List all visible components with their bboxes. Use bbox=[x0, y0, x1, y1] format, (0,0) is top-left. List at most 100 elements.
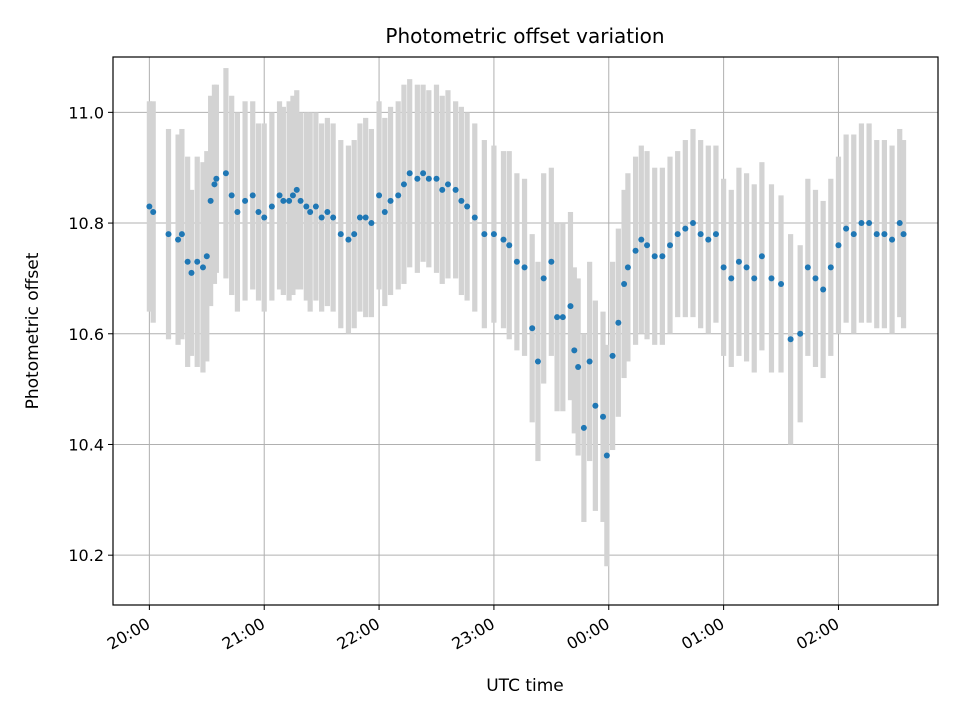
data-point bbox=[674, 231, 681, 238]
data-point bbox=[261, 214, 268, 221]
data-point bbox=[651, 253, 658, 260]
data-point bbox=[249, 192, 256, 199]
data-point bbox=[178, 231, 185, 238]
data-point bbox=[644, 242, 651, 249]
data-point bbox=[228, 192, 235, 199]
data-point bbox=[293, 186, 300, 193]
data-point bbox=[280, 197, 287, 204]
data-point bbox=[506, 242, 513, 249]
y-tick-label: 10.2 bbox=[68, 546, 104, 565]
data-point bbox=[345, 236, 352, 243]
data-point bbox=[406, 170, 413, 177]
data-point bbox=[554, 314, 561, 321]
data-point bbox=[425, 175, 432, 182]
data-point bbox=[242, 197, 249, 204]
data-point bbox=[540, 275, 547, 282]
data-point bbox=[452, 186, 459, 193]
data-point bbox=[387, 197, 394, 204]
data-point bbox=[234, 208, 241, 215]
data-point bbox=[433, 175, 440, 182]
data-point bbox=[689, 220, 696, 227]
data-point bbox=[500, 236, 507, 243]
data-point bbox=[720, 264, 727, 271]
plot-frame bbox=[112, 56, 939, 606]
data-point bbox=[659, 253, 666, 260]
data-point bbox=[213, 175, 220, 182]
data-point bbox=[559, 314, 566, 321]
data-point bbox=[624, 264, 631, 271]
data-point bbox=[896, 220, 903, 227]
data-point bbox=[289, 192, 296, 199]
data-point bbox=[835, 242, 842, 249]
data-point bbox=[548, 258, 555, 265]
data-point bbox=[638, 236, 645, 243]
data-point bbox=[529, 325, 536, 332]
y-tick-label: 10.4 bbox=[68, 435, 104, 454]
data-point bbox=[609, 352, 616, 359]
data-point bbox=[712, 231, 719, 238]
data-points bbox=[146, 170, 907, 459]
data-point bbox=[376, 192, 383, 199]
data-point bbox=[586, 358, 593, 365]
data-point bbox=[866, 220, 873, 227]
data-point bbox=[603, 452, 610, 459]
data-point bbox=[567, 303, 574, 310]
y-tick-label: 11.0 bbox=[68, 103, 104, 122]
data-point bbox=[812, 275, 819, 282]
data-point bbox=[395, 192, 402, 199]
data-point bbox=[471, 214, 478, 221]
data-point bbox=[881, 231, 888, 238]
chart-title: Photometric offset variation bbox=[385, 24, 664, 48]
data-point bbox=[211, 181, 218, 188]
data-point bbox=[827, 264, 834, 271]
data-point bbox=[207, 197, 214, 204]
data-point bbox=[705, 236, 712, 243]
data-point bbox=[307, 208, 314, 215]
data-point bbox=[735, 258, 742, 265]
data-point bbox=[632, 247, 639, 254]
data-point bbox=[276, 192, 283, 199]
data-point bbox=[286, 197, 293, 204]
x-axis-title: UTC time bbox=[486, 676, 564, 696]
data-point bbox=[458, 197, 465, 204]
data-point bbox=[768, 275, 775, 282]
y-tick-label: 10.6 bbox=[68, 325, 104, 344]
data-point bbox=[303, 203, 310, 210]
data-point bbox=[188, 269, 195, 276]
data-point bbox=[797, 330, 804, 337]
data-point bbox=[184, 258, 191, 265]
data-point bbox=[324, 208, 331, 215]
data-point bbox=[889, 236, 896, 243]
data-point bbox=[444, 181, 451, 188]
data-point bbox=[697, 231, 704, 238]
data-point bbox=[199, 264, 206, 271]
data-point bbox=[255, 208, 262, 215]
data-point bbox=[513, 258, 520, 265]
data-point bbox=[850, 231, 857, 238]
data-point bbox=[337, 231, 344, 238]
data-point bbox=[414, 175, 421, 182]
data-point bbox=[268, 203, 275, 210]
data-point bbox=[778, 280, 785, 287]
data-point bbox=[592, 402, 599, 409]
data-point bbox=[150, 208, 157, 215]
data-point bbox=[743, 264, 750, 271]
data-point bbox=[481, 231, 488, 238]
data-point bbox=[464, 203, 471, 210]
data-point bbox=[900, 231, 907, 238]
y-axis-ticks: 10.2 10.4 10.6 10.8 11.0 bbox=[68, 103, 113, 565]
data-point bbox=[575, 363, 582, 370]
data-point bbox=[534, 358, 541, 365]
data-point bbox=[873, 231, 880, 238]
data-point bbox=[521, 264, 528, 271]
data-point bbox=[571, 347, 578, 354]
data-point bbox=[682, 225, 689, 232]
data-point bbox=[439, 186, 446, 193]
data-point bbox=[381, 208, 388, 215]
data-point bbox=[146, 203, 153, 210]
data-point bbox=[368, 220, 375, 227]
data-point bbox=[615, 319, 622, 326]
data-point bbox=[222, 170, 229, 177]
data-point bbox=[362, 214, 369, 221]
